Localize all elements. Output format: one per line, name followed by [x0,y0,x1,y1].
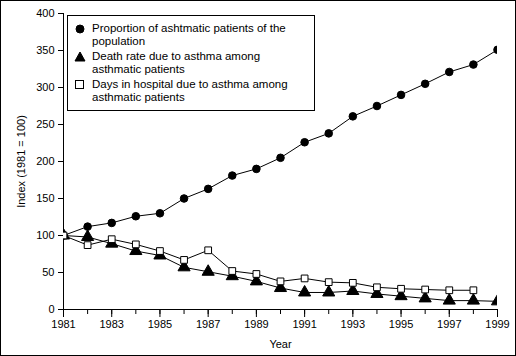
svg-text:350: 350 [36,44,54,56]
svg-text:1987: 1987 [196,318,220,330]
svg-text:250: 250 [36,118,54,130]
svg-text:150: 150 [36,192,54,204]
svg-text:50: 50 [42,266,54,278]
svg-text:1989: 1989 [244,318,268,330]
html-text:Proportion of ashtmatic patien: Proportion of ashtmatic patients of the … [92,22,286,47]
html-text:Death rate due to asthma among: Death rate due to asthma among asthmatic… [92,50,261,75]
svg-text:1993: 1993 [341,318,365,330]
svg-text:1997: 1997 [437,318,461,330]
svg-text:400: 400 [36,7,54,19]
svg-text:1991: 1991 [292,318,316,330]
html-text:Days in hospital due to asthma: Days in hospital due to asthma among ast… [92,78,288,103]
svg-text:1981: 1981 [51,318,75,330]
svg-text:Year: Year [269,338,292,350]
svg-text:1999: 1999 [485,318,509,330]
svg-text:1995: 1995 [389,318,413,330]
svg-text:1983: 1983 [99,318,123,330]
svg-text:300: 300 [36,81,54,93]
svg-text:0: 0 [48,303,54,315]
svg-text:200: 200 [36,155,54,167]
svg-text:100: 100 [36,229,54,241]
svg-text:Index (1981 = 100): Index (1981 = 100) [15,115,27,208]
svg-text:1985: 1985 [148,318,172,330]
